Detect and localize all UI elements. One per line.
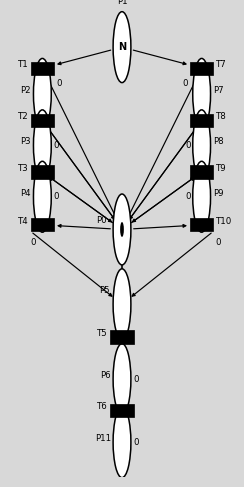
Ellipse shape: [193, 58, 211, 130]
Bar: [110, 404, 134, 417]
Text: T8: T8: [216, 112, 226, 121]
Bar: [190, 166, 213, 179]
Text: 0: 0: [133, 438, 139, 447]
Ellipse shape: [33, 161, 51, 232]
Text: P5: P5: [99, 286, 110, 295]
Bar: [31, 218, 54, 231]
Ellipse shape: [113, 12, 131, 83]
Text: 0: 0: [182, 79, 188, 89]
Bar: [110, 331, 134, 343]
Text: 0: 0: [133, 375, 139, 384]
Text: 0: 0: [216, 238, 221, 247]
Text: P1: P1: [117, 0, 127, 6]
Ellipse shape: [120, 222, 124, 237]
Text: P0: P0: [97, 216, 107, 225]
Ellipse shape: [113, 344, 131, 414]
Text: T1: T1: [18, 60, 28, 69]
Ellipse shape: [193, 161, 211, 232]
Text: 0: 0: [30, 238, 36, 247]
Text: P6: P6: [100, 371, 111, 380]
Ellipse shape: [33, 58, 51, 130]
Text: 0: 0: [56, 79, 62, 89]
Ellipse shape: [33, 110, 51, 181]
Text: P7: P7: [213, 86, 224, 94]
Bar: [190, 114, 213, 127]
Text: P2: P2: [20, 86, 31, 94]
Bar: [190, 218, 213, 231]
Ellipse shape: [193, 110, 211, 181]
Text: T4: T4: [18, 217, 28, 225]
Text: P3: P3: [20, 137, 31, 146]
Ellipse shape: [113, 407, 131, 478]
Text: T2: T2: [18, 112, 28, 121]
Text: N: N: [118, 42, 126, 52]
Text: T3: T3: [18, 164, 28, 173]
Text: 0: 0: [54, 141, 59, 150]
Text: P11: P11: [95, 434, 111, 443]
Ellipse shape: [113, 269, 131, 340]
Text: T9: T9: [216, 164, 226, 173]
Text: 0: 0: [185, 192, 190, 201]
Text: 0: 0: [54, 192, 59, 201]
Text: T5: T5: [97, 329, 108, 338]
Text: T6: T6: [97, 402, 108, 411]
Text: P9: P9: [213, 188, 224, 198]
Ellipse shape: [113, 194, 131, 265]
Text: T7: T7: [216, 60, 226, 69]
Text: 0: 0: [185, 141, 190, 150]
Bar: [190, 62, 213, 75]
Bar: [31, 62, 54, 75]
Text: P8: P8: [213, 137, 224, 146]
Text: T10: T10: [216, 217, 232, 225]
Bar: [31, 166, 54, 179]
Bar: [31, 114, 54, 127]
Text: P4: P4: [20, 188, 31, 198]
